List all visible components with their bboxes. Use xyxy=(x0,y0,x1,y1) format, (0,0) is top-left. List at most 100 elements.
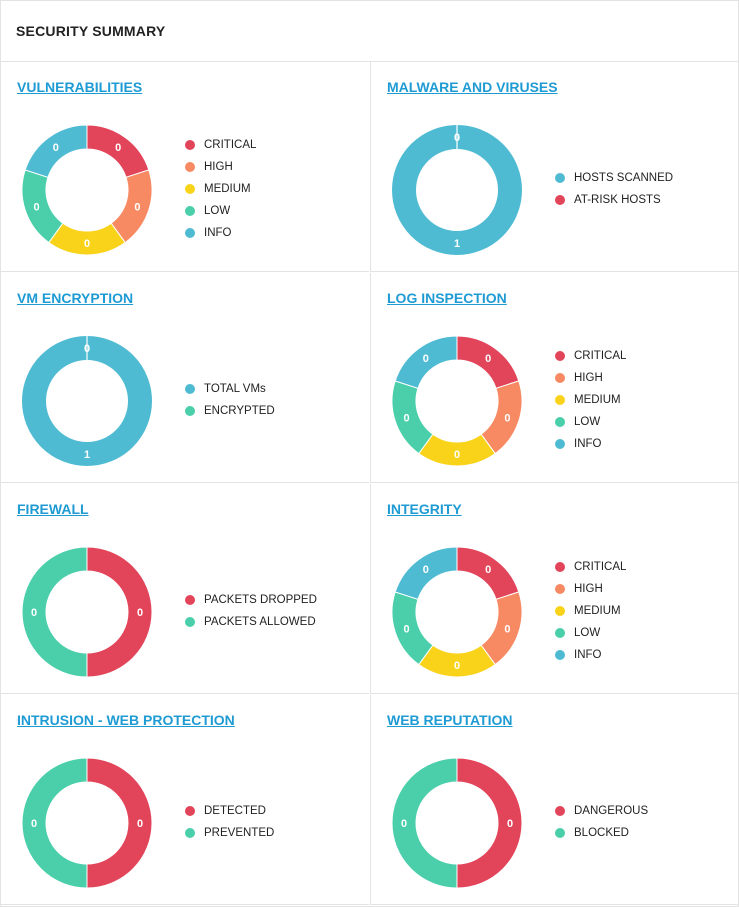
firewall-link[interactable]: FIREWALL xyxy=(17,501,89,517)
legend-item-high[interactable]: HIGH xyxy=(555,578,626,600)
integrity-card: INTEGRITY 0 0 0 0 0 CRITICAL HIGH MEDIUM LOW INF… xyxy=(370,484,738,694)
vm-encryption-donut-svg: 10 xyxy=(22,336,152,466)
legend-item-critical[interactable]: CRITICAL xyxy=(185,134,256,156)
donut-slice-detected[interactable] xyxy=(86,757,153,889)
legend-label: INFO xyxy=(574,438,602,450)
legend-label: HIGH xyxy=(574,372,603,384)
web-reputation-legend: DANGEROUS BLOCKED xyxy=(555,800,648,844)
legend-dot-icon xyxy=(185,206,195,216)
donut-slice-low[interactable] xyxy=(391,591,434,666)
donut-slice-info[interactable] xyxy=(394,335,458,389)
legend-item-low[interactable]: LOW xyxy=(185,200,256,222)
legend-label: LOW xyxy=(574,416,601,428)
page-title: SECURITY SUMMARY xyxy=(16,23,166,39)
legend-item-packets-dropped[interactable]: PACKETS DROPPED xyxy=(185,589,317,611)
legend-label: HOSTS SCANNED xyxy=(574,172,674,184)
value-label-high: 0 xyxy=(134,201,140,213)
log-inspection-donut-svg: 0 0 0 0 0 xyxy=(391,335,523,467)
legend-label: DANGEROUS xyxy=(574,805,649,817)
legend-dot-icon xyxy=(185,184,195,194)
legend-item-total-vms[interactable]: TOTAL VMs xyxy=(185,378,275,400)
log-inspection-donut-chart[interactable]: 0 0 0 0 0 xyxy=(391,335,523,467)
donut-slice-low[interactable] xyxy=(21,169,64,244)
legend-item-medium[interactable]: MEDIUM xyxy=(555,600,626,622)
legend-item-critical[interactable]: CRITICAL xyxy=(555,345,626,367)
legend-item-info[interactable]: INFO xyxy=(185,222,256,244)
legend-dot-icon xyxy=(555,173,565,183)
value-label-info: 0 xyxy=(53,142,59,154)
legend-dot-icon xyxy=(185,140,195,150)
donut-slice-info[interactable] xyxy=(394,546,458,600)
legend-dot-icon xyxy=(185,406,195,416)
value-label-detected: 0 xyxy=(137,818,143,830)
legend-item-medium[interactable]: MEDIUM xyxy=(185,178,256,200)
donut-slice-dangerous[interactable] xyxy=(456,757,523,889)
legend-dot-icon xyxy=(555,195,565,205)
legend-label: MEDIUM xyxy=(204,183,251,195)
legend-item-packets-allowed[interactable]: PACKETS ALLOWED xyxy=(185,611,317,633)
vulnerabilities-link[interactable]: VULNERABILITIES xyxy=(17,79,143,95)
vulnerabilities-donut-chart[interactable]: 0 0 0 0 0 xyxy=(21,124,153,256)
malware-donut-svg: 10 xyxy=(392,125,522,255)
legend-item-info[interactable]: INFO xyxy=(555,433,626,455)
donut-slice-packets-allowed[interactable] xyxy=(21,546,88,678)
legend-item-encrypted[interactable]: ENCRYPTED xyxy=(185,400,275,422)
intrusion-legend: DETECTED PREVENTED xyxy=(185,800,274,844)
value-label-hosts-scanned: 1 xyxy=(454,238,460,250)
legend-item-dangerous[interactable]: DANGEROUS xyxy=(555,800,648,822)
legend-item-high[interactable]: HIGH xyxy=(185,156,256,178)
value-label-low: 0 xyxy=(34,201,40,213)
legend-dot-icon xyxy=(555,351,565,361)
value-label-low: 0 xyxy=(404,412,410,424)
legend-label: ENCRYPTED xyxy=(204,405,275,417)
legend-label: TOTAL VMs xyxy=(204,383,266,395)
legend-label: BLOCKED xyxy=(574,827,629,839)
donut-slice-packets-dropped[interactable] xyxy=(86,546,153,678)
legend-dot-icon xyxy=(555,562,565,572)
vm-encryption-link[interactable]: VM ENCRYPTION xyxy=(17,290,134,306)
donut-slice-prevented[interactable] xyxy=(21,757,88,889)
legend-dot-icon xyxy=(555,828,565,838)
legend-label: CRITICAL xyxy=(204,139,257,151)
legend-label: PACKETS ALLOWED xyxy=(204,616,316,628)
intrusion-web-protection-link[interactable]: INTRUSION - WEB PROTECTION xyxy=(17,712,235,728)
legend-label: MEDIUM xyxy=(574,394,621,406)
legend-label: DETECTED xyxy=(204,805,266,817)
donut-slice-info[interactable] xyxy=(24,124,88,178)
legend-item-medium[interactable]: MEDIUM xyxy=(555,389,626,411)
log-inspection-link[interactable]: LOG INSPECTION xyxy=(387,290,507,306)
legend-dot-icon xyxy=(555,417,565,427)
legend-item-info[interactable]: INFO xyxy=(555,644,626,666)
legend-item-low[interactable]: LOW xyxy=(555,411,626,433)
legend-item-critical[interactable]: CRITICAL xyxy=(555,556,626,578)
legend-label: AT-RISK HOSTS xyxy=(574,194,661,206)
legend-item-low[interactable]: LOW xyxy=(555,622,626,644)
donut-slice-hosts-scanned[interactable] xyxy=(392,125,522,255)
integrity-donut-chart[interactable]: 0 0 0 0 0 xyxy=(391,546,523,678)
legend-item-blocked[interactable]: BLOCKED xyxy=(555,822,648,844)
value-label-info: 0 xyxy=(423,564,429,576)
donut-slice-blocked[interactable] xyxy=(391,757,458,889)
legend-item-high[interactable]: HIGH xyxy=(555,367,626,389)
value-label-info: 0 xyxy=(423,353,429,365)
legend-item-prevented[interactable]: PREVENTED xyxy=(185,822,274,844)
donut-slice-low[interactable] xyxy=(391,380,434,455)
web-reputation-link[interactable]: WEB REPUTATION xyxy=(387,712,513,728)
donut-slice-total-vms[interactable] xyxy=(22,336,152,466)
legend-item-hosts-scanned[interactable]: HOSTS SCANNED xyxy=(555,167,673,189)
legend-label: PREVENTED xyxy=(204,827,275,839)
integrity-link[interactable]: INTEGRITY xyxy=(387,501,462,517)
malware-and-viruses-link[interactable]: MALWARE AND VIRUSES xyxy=(387,79,558,95)
value-label-critical: 0 xyxy=(485,353,491,365)
legend-item-at-risk-hosts[interactable]: AT-RISK HOSTS xyxy=(555,189,673,211)
legend-item-detected[interactable]: DETECTED xyxy=(185,800,274,822)
legend-label: INFO xyxy=(204,227,232,239)
legend-label: MEDIUM xyxy=(574,605,621,617)
